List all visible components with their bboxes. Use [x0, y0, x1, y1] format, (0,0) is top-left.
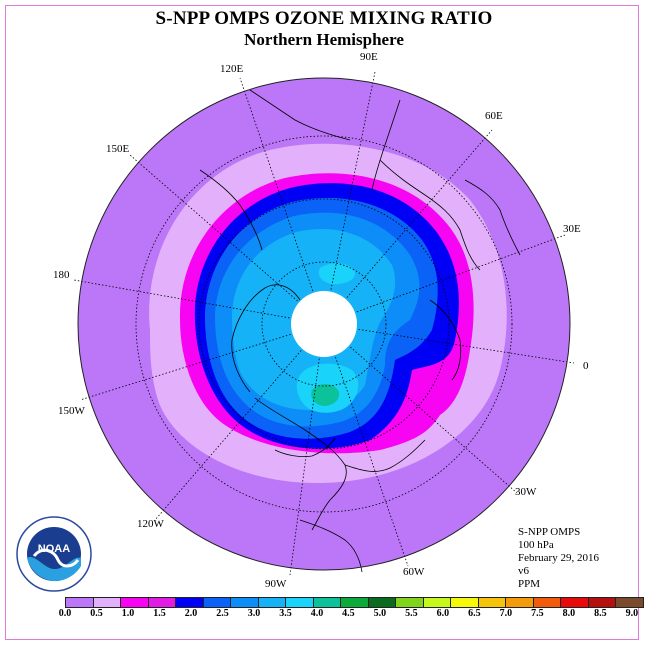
logo-wordmark: NOAA [38, 543, 70, 555]
colorbar [65, 597, 644, 608]
colorbar-swatch [285, 597, 314, 608]
colorbar-swatch [505, 597, 534, 608]
info-date: February 29, 2016 [518, 552, 599, 564]
colorbar-swatch [65, 597, 94, 608]
info-instrument: S-NPP OMPS [518, 526, 581, 538]
colorbar-tick-label: 7.0 [499, 608, 513, 619]
noaa-logo: NOAA [16, 516, 92, 592]
colorbar-tick-label: 9.0 [625, 608, 639, 619]
colorbar-tick-label: 1.5 [153, 608, 166, 619]
map-title: S-NPP OMPS OZONE MIXING RATIO [155, 8, 493, 29]
colorbar-swatch [257, 597, 286, 608]
lon-label-30w: 30W [515, 486, 537, 498]
info-block: S-NPP OMPS 100 hPa February 29, 2016 v6 … [518, 526, 599, 591]
lon-label-120w: 120W [137, 518, 164, 530]
map-subtitle: Northern Hemisphere [244, 30, 404, 49]
lon-label-150e: 150E [106, 143, 130, 155]
lon-label-30e: 30E [563, 223, 581, 235]
colorbar-swatch [147, 597, 176, 608]
lon-label-60w: 60W [403, 566, 425, 578]
lon-label-120e: 120E [220, 63, 244, 75]
colorbar-swatch [230, 597, 259, 608]
colorbar-swatch [92, 597, 121, 608]
lon-label-0: 0 [583, 360, 589, 372]
colorbar-swatch [175, 597, 204, 608]
lon-label-60e: 60E [485, 110, 503, 122]
colorbar-swatch [312, 597, 341, 608]
colorbar-swatch [587, 597, 616, 608]
colorbar-ticks: 0.0 0.5 1.0 1.5 2.0 2.5 3.0 3.5 4.0 4.5 5.0 5.5 6.0 6… [0, 608, 648, 622]
colorbar-swatch [450, 597, 479, 608]
colorbar-tick-label: 5.5 [405, 608, 418, 619]
colorbar-swatch [532, 597, 561, 608]
figure-frame [5, 5, 639, 640]
field-4.0-4.5 [311, 384, 340, 406]
colorbar-tick-label: 4.0 [310, 608, 324, 619]
polar-data-gap [291, 291, 357, 357]
ozone-field [78, 78, 570, 570]
colorbar-tick-label: 2.5 [216, 608, 229, 619]
info-level: 100 hPa [518, 539, 554, 551]
colorbar-swatch [477, 597, 506, 608]
lon-label-180: 180 [53, 269, 70, 281]
colorbar-tick-label: 3.5 [279, 608, 292, 619]
colorbar-swatch [422, 597, 451, 608]
colorbar-tick-label: 3.0 [247, 608, 261, 619]
lon-label-90w: 90W [265, 578, 287, 590]
colorbar-swatch [560, 597, 589, 608]
field-3.5-4.0-b [318, 263, 356, 285]
colorbar-swatch [340, 597, 369, 608]
colorbar-tick-label: 7.5 [531, 608, 544, 619]
colorbar-tick-label: 8.5 [594, 608, 607, 619]
colorbar-tick-label: 0.0 [58, 608, 72, 619]
colorbar-tick-label: 1.0 [121, 608, 135, 619]
colorbar-tick-label: 6.0 [436, 608, 450, 619]
colorbar-swatch [120, 597, 149, 608]
colorbar-tick-label: 8.0 [562, 608, 576, 619]
colorbar-tick-label: 2.0 [184, 608, 198, 619]
info-version: v6 [518, 565, 529, 577]
colorbar-swatch [615, 597, 644, 608]
colorbar-swatch [367, 597, 396, 608]
colorbar-tick-label: 4.5 [342, 608, 355, 619]
colorbar-tick-label: 5.0 [373, 608, 387, 619]
map-boundary [77, 77, 571, 571]
info-units: PPM [518, 578, 541, 590]
lon-label-150w: 150W [58, 405, 85, 417]
graticule [73, 71, 575, 576]
colorbar-tick-label: 6.5 [468, 608, 481, 619]
lon-label-90e: 90E [360, 51, 378, 63]
colorbar-swatch [395, 597, 424, 608]
colorbar-swatch [202, 597, 231, 608]
colorbar-tick-label: 0.5 [90, 608, 103, 619]
coastlines [199, 89, 521, 573]
